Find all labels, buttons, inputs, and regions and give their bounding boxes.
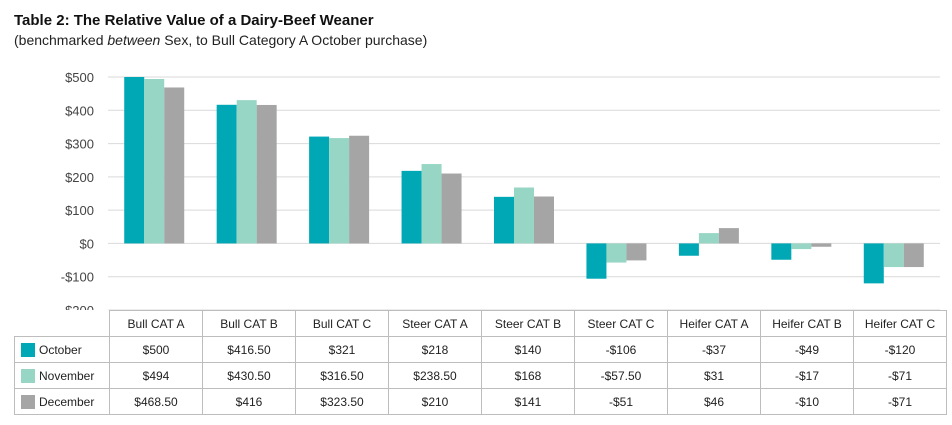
data-label: $218 — [388, 336, 482, 363]
series-name: October — [39, 342, 82, 357]
data-label: $500 — [109, 336, 203, 363]
legend-entry: October — [14, 336, 110, 363]
data-label: -$51 — [574, 388, 668, 415]
bar-december — [164, 87, 185, 244]
y-tick-label: $100 — [65, 203, 94, 218]
chart-subtitle: (benchmarked between Sex, to Bull Catego… — [14, 32, 427, 48]
bar-december — [811, 243, 832, 247]
category-label: Bull CAT B — [202, 310, 296, 337]
legend-entry: December — [14, 388, 110, 415]
bar-december — [534, 196, 554, 244]
data-label: $494 — [109, 362, 203, 389]
bar-november — [883, 243, 904, 268]
y-tick-label: $400 — [65, 103, 94, 118]
category-label: Bull CAT A — [109, 310, 203, 337]
bar-november — [236, 100, 257, 244]
data-label: $168 — [481, 362, 575, 389]
data-label: $141 — [481, 388, 575, 415]
bar-december — [626, 243, 647, 261]
data-label: $238.50 — [388, 362, 482, 389]
category-label: Steer CAT B — [481, 310, 575, 337]
y-tick-label: -$100 — [61, 270, 94, 285]
data-label: -$10 — [760, 388, 854, 415]
data-label: -$106 — [574, 336, 668, 363]
y-tick-label: $300 — [65, 137, 94, 152]
data-label: $416 — [202, 388, 296, 415]
bar-october — [401, 170, 422, 244]
bar-november — [791, 243, 812, 250]
subtitle-emphasis: between — [107, 32, 161, 48]
series-name: December — [39, 394, 95, 409]
data-label: $321 — [295, 336, 389, 363]
category-label: Steer CAT C — [574, 310, 668, 337]
data-label: $430.50 — [202, 362, 296, 389]
subtitle-suffix: Sex, to Bull Category A October purchase… — [160, 32, 428, 48]
table-row: November $494 $430.50 $316.50 $238.50 $168 -$5… — [14, 362, 947, 389]
data-table: Bull CAT A Bull CAT B Bull CAT C Steer CAT … — [14, 310, 947, 415]
table-row: December $468.50 $416 $323.50 $210 $141 -$51 $4… — [14, 388, 947, 415]
data-label: -$49 — [760, 336, 854, 363]
data-label: $210 — [388, 388, 482, 415]
bar-december — [256, 104, 277, 244]
bar-october — [494, 196, 514, 244]
bar-november — [606, 243, 627, 263]
bar-november — [421, 164, 442, 244]
category-label: Heifer CAT B — [760, 310, 854, 337]
data-label: -$71 — [853, 388, 947, 415]
bar-november — [329, 138, 350, 244]
y-axis: $500 $400 $300 $200 $100 $0 -$100 -$200 — [61, 70, 94, 310]
bar-december — [441, 173, 462, 244]
subtitle-prefix: (benchmarked — [14, 32, 108, 48]
category-label: Bull CAT C — [295, 310, 389, 337]
y-tick-label: $500 — [65, 70, 94, 85]
data-label: $31 — [667, 362, 761, 389]
bar-december — [718, 228, 739, 244]
data-label: $140 — [481, 336, 575, 363]
category-label: Steer CAT A — [388, 310, 482, 337]
table-row: October $500 $416.50 $321 $218 $140 -$106 -$37-… — [14, 336, 947, 363]
legend-entry: November — [14, 362, 110, 389]
y-tick-label: $0 — [80, 236, 94, 251]
data-label: $468.50 — [109, 388, 203, 415]
bar-october — [124, 77, 145, 244]
bar-october — [216, 104, 237, 244]
legend-swatch — [21, 368, 35, 383]
y-tick-label: $200 — [65, 170, 94, 185]
data-label: $316.50 — [295, 362, 389, 389]
bar-october — [309, 136, 330, 244]
data-label: -$71 — [853, 362, 947, 389]
data-label: -$57.50 — [574, 362, 668, 389]
bar-october — [586, 243, 607, 279]
bar-november — [698, 233, 719, 244]
data-label: -$37 — [667, 336, 761, 363]
y-tick-label: -$200 — [61, 303, 94, 310]
data-label: -$17 — [760, 362, 854, 389]
bar-october — [678, 243, 699, 256]
legend-swatch — [21, 342, 35, 357]
category-label: Heifer CAT C — [853, 310, 947, 337]
category-label: Heifer CAT A — [667, 310, 761, 337]
data-label: -$120 — [853, 336, 947, 363]
bar-december — [903, 243, 924, 268]
table-corner — [14, 310, 110, 337]
bar-chart: $500 $400 $300 $200 $100 $0 -$100 -$200 — [61, 70, 940, 310]
data-label: $416.50 — [202, 336, 296, 363]
data-label: $46 — [667, 388, 761, 415]
data-label: $323.50 — [295, 388, 389, 415]
chart-title: Table 2: The Relative Value of a Dairy-B… — [14, 12, 374, 29]
series-name: November — [39, 368, 95, 383]
bars — [124, 77, 924, 284]
bar-november — [514, 187, 534, 244]
bar-december — [349, 135, 370, 244]
bar-october — [771, 243, 792, 260]
legend-swatch — [21, 394, 35, 409]
bar-november — [144, 78, 165, 244]
bar-october — [863, 243, 884, 284]
